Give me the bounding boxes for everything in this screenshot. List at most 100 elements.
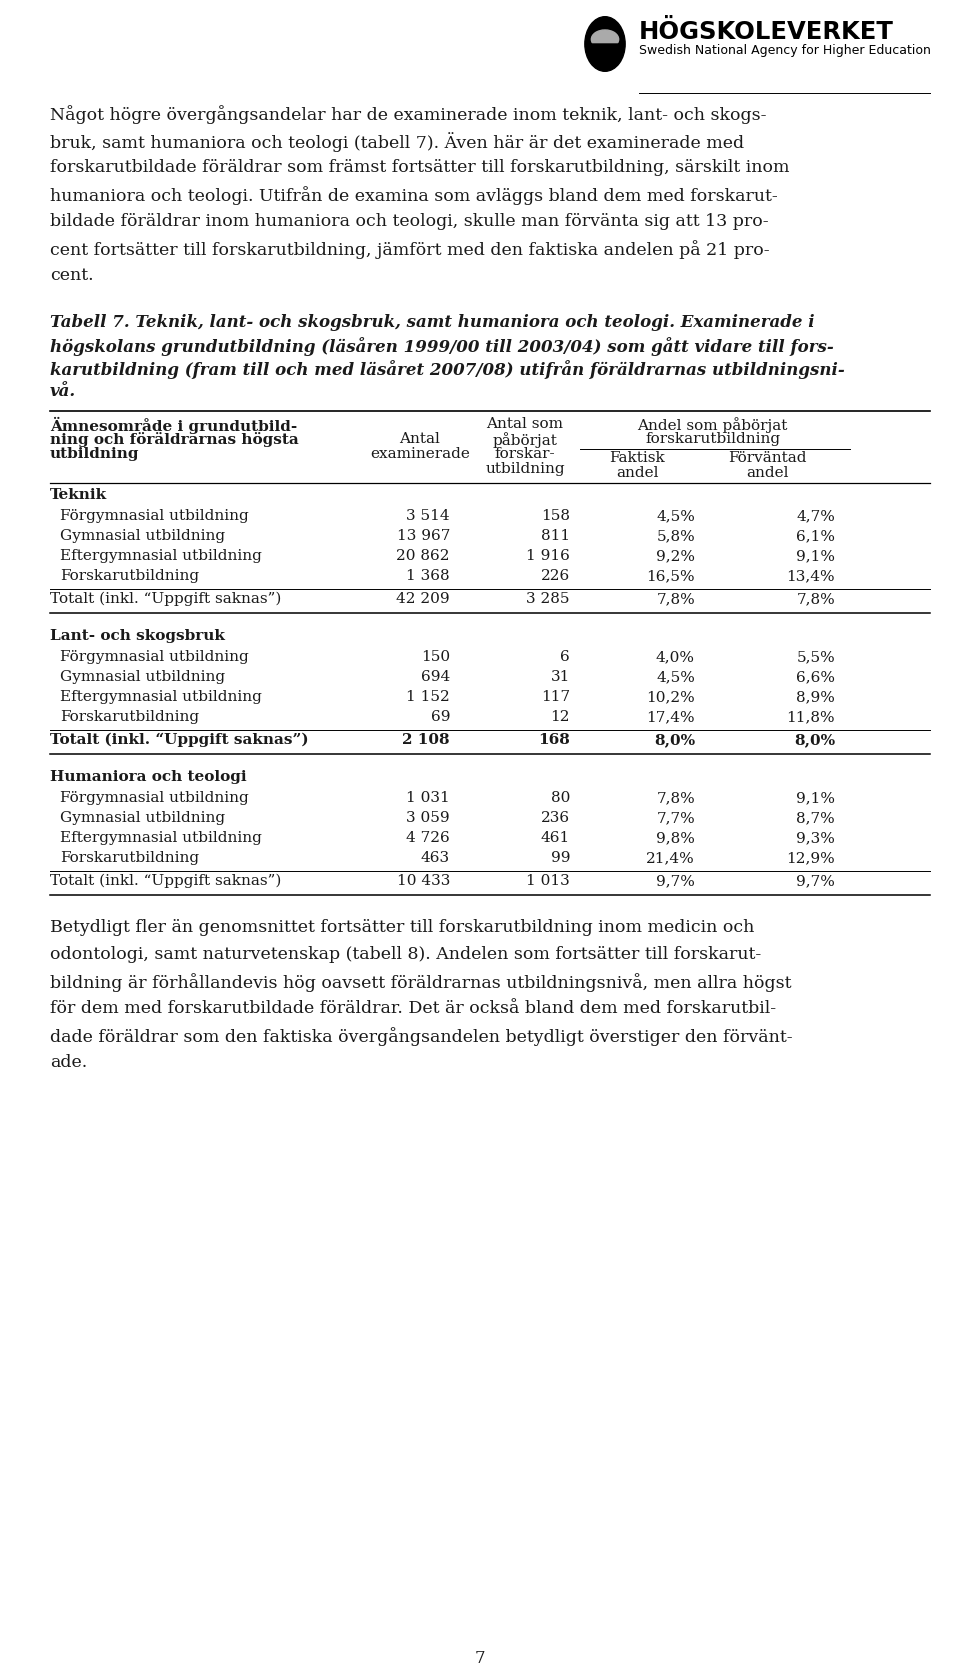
- Text: Betydligt fler än genomsnittet fortsätter till forskarutbildning inom medicin oc: Betydligt fler än genomsnittet fortsätte…: [50, 920, 755, 936]
- Text: forskar-: forskar-: [494, 447, 555, 461]
- Text: utbildning: utbildning: [485, 462, 564, 476]
- Text: 20 862: 20 862: [396, 549, 450, 563]
- Text: 226: 226: [540, 570, 570, 583]
- Text: 10,2%: 10,2%: [646, 690, 695, 703]
- Wedge shape: [589, 44, 620, 60]
- Text: bildning är förhållandevis hög oavsett föräldrarnas utbildningsnivå, men allra h: bildning är förhållandevis hög oavsett f…: [50, 973, 791, 992]
- Text: humaniora och teologi. Utifrån de examina som avläggs bland dem med forskarut-: humaniora och teologi. Utifrån de examin…: [50, 186, 778, 204]
- Text: Totalt (inkl. “Uppgift saknas”): Totalt (inkl. “Uppgift saknas”): [50, 734, 308, 747]
- Text: 2 108: 2 108: [402, 734, 450, 747]
- Text: Eftergymnasial utbildning: Eftergymnasial utbildning: [60, 690, 262, 703]
- Text: 6,1%: 6,1%: [796, 529, 835, 543]
- Text: 168: 168: [539, 734, 570, 747]
- Text: 12: 12: [550, 710, 570, 724]
- Text: 4,5%: 4,5%: [656, 509, 695, 523]
- Text: Eftergymnasial utbildning: Eftergymnasial utbildning: [60, 549, 262, 563]
- Ellipse shape: [585, 17, 625, 72]
- Text: 150: 150: [420, 650, 450, 663]
- Text: cent.: cent.: [50, 266, 94, 285]
- Text: Gymnasial utbildning: Gymnasial utbildning: [60, 811, 226, 826]
- Text: 9,8%: 9,8%: [656, 831, 695, 844]
- Text: cent fortsätter till forskarutbildning, jämfört med den faktiska andelen på 21 p: cent fortsätter till forskarutbildning, …: [50, 240, 770, 260]
- Text: Antal som: Antal som: [487, 417, 564, 430]
- Text: andel: andel: [746, 466, 789, 481]
- Text: bruk, samt humaniora och teologi (tabell 7). Även här är det examinerade med: bruk, samt humaniora och teologi (tabell…: [50, 132, 744, 152]
- Text: 1 013: 1 013: [526, 874, 570, 888]
- Text: 9,3%: 9,3%: [796, 831, 835, 844]
- Text: Gymnasial utbildning: Gymnasial utbildning: [60, 670, 226, 683]
- Text: Något högre övergångsandelar har de examinerade inom teknik, lant- och skogs-: Något högre övergångsandelar har de exam…: [50, 106, 766, 124]
- Text: 461: 461: [540, 831, 570, 844]
- Text: 6: 6: [561, 650, 570, 663]
- Text: 4,0%: 4,0%: [656, 650, 695, 663]
- Text: Gymnasial utbildning: Gymnasial utbildning: [60, 529, 226, 543]
- Text: 7,8%: 7,8%: [657, 591, 695, 606]
- Text: Eftergymnasial utbildning: Eftergymnasial utbildning: [60, 831, 262, 844]
- Text: 21,4%: 21,4%: [646, 851, 695, 864]
- Text: Antal: Antal: [399, 432, 441, 446]
- Text: Forskarutbildning: Forskarutbildning: [60, 710, 199, 724]
- Text: 69: 69: [430, 710, 450, 724]
- Text: 463: 463: [420, 851, 450, 864]
- Text: 6,6%: 6,6%: [796, 670, 835, 683]
- Text: Humaniora och teologi: Humaniora och teologi: [50, 770, 247, 784]
- Text: 13,4%: 13,4%: [786, 570, 835, 583]
- Text: 13 967: 13 967: [396, 529, 450, 543]
- Text: Swedish National Agency for Higher Education: Swedish National Agency for Higher Educa…: [639, 44, 931, 57]
- Text: Forskarutbildning: Forskarutbildning: [60, 851, 199, 864]
- Text: 17,4%: 17,4%: [646, 710, 695, 724]
- Text: vå.: vå.: [50, 384, 76, 400]
- Text: 7: 7: [474, 1650, 486, 1667]
- Text: 7,8%: 7,8%: [796, 591, 835, 606]
- Text: 1 916: 1 916: [526, 549, 570, 563]
- Text: Förväntad: Förväntad: [729, 451, 806, 466]
- Text: 31: 31: [551, 670, 570, 683]
- Text: 8,0%: 8,0%: [654, 734, 695, 747]
- Text: 11,8%: 11,8%: [786, 710, 835, 724]
- Text: Ämnesområde i grundutbild-: Ämnesområde i grundutbild-: [50, 417, 298, 434]
- Text: utbildning: utbildning: [50, 447, 139, 461]
- Text: Andel som påbörjat: Andel som påbörjat: [637, 417, 788, 432]
- Text: för dem med forskarutbildade föräldrar. Det är också bland dem med forskarutbil-: för dem med forskarutbildade föräldrar. …: [50, 1000, 776, 1017]
- Text: 1 031: 1 031: [406, 791, 450, 806]
- Text: 4 726: 4 726: [406, 831, 450, 844]
- Text: Förgymnasial utbildning: Förgymnasial utbildning: [60, 791, 249, 806]
- Text: 9,7%: 9,7%: [796, 874, 835, 888]
- Text: 9,1%: 9,1%: [796, 791, 835, 806]
- Text: 3 514: 3 514: [406, 509, 450, 523]
- Text: 7,8%: 7,8%: [657, 791, 695, 806]
- Text: påbörjat: påbörjat: [492, 432, 558, 447]
- Text: 4,7%: 4,7%: [796, 509, 835, 523]
- Text: 236: 236: [540, 811, 570, 826]
- Text: Totalt (inkl. “Uppgift saknas”): Totalt (inkl. “Uppgift saknas”): [50, 591, 281, 606]
- Text: högskolans grundutbildning (läsåren 1999/00 till 2003/04) som gått vidare till f: högskolans grundutbildning (läsåren 1999…: [50, 337, 833, 357]
- Text: 9,2%: 9,2%: [656, 549, 695, 563]
- Text: 8,9%: 8,9%: [796, 690, 835, 703]
- Text: 8,7%: 8,7%: [796, 811, 835, 826]
- Text: bildade föräldrar inom humaniora och teologi, skulle man förvänta sig att 13 pro: bildade föräldrar inom humaniora och teo…: [50, 213, 769, 229]
- Text: 1 368: 1 368: [406, 570, 450, 583]
- Text: 9,7%: 9,7%: [656, 874, 695, 888]
- Text: 811: 811: [540, 529, 570, 543]
- Text: forskarutbildning: forskarutbildning: [645, 432, 780, 446]
- Text: andel: andel: [616, 466, 659, 481]
- Text: Tabell 7. Teknik, lant- och skogsbruk, samt humaniora och teologi. Examinerade i: Tabell 7. Teknik, lant- och skogsbruk, s…: [50, 313, 815, 332]
- Text: Faktisk: Faktisk: [610, 451, 665, 466]
- Text: 3 059: 3 059: [406, 811, 450, 826]
- Text: 16,5%: 16,5%: [646, 570, 695, 583]
- Text: dade föräldrar som den faktiska övergångsandelen betydligt överstiger den förvän: dade föräldrar som den faktiska övergång…: [50, 1027, 793, 1045]
- Text: Totalt (inkl. “Uppgift saknas”): Totalt (inkl. “Uppgift saknas”): [50, 874, 281, 888]
- Text: 3 285: 3 285: [526, 591, 570, 606]
- Text: 4,5%: 4,5%: [656, 670, 695, 683]
- Text: 42 209: 42 209: [396, 591, 450, 606]
- Text: 7,7%: 7,7%: [657, 811, 695, 826]
- Text: Förgymnasial utbildning: Förgymnasial utbildning: [60, 650, 249, 663]
- Text: 99: 99: [550, 851, 570, 864]
- Text: 9,1%: 9,1%: [796, 549, 835, 563]
- Text: Lant- och skogsbruk: Lant- och skogsbruk: [50, 630, 225, 643]
- Text: 117: 117: [540, 690, 570, 703]
- Text: 5,8%: 5,8%: [657, 529, 695, 543]
- Text: 8,0%: 8,0%: [794, 734, 835, 747]
- Text: 158: 158: [541, 509, 570, 523]
- Text: ning och föräldrarnas högsta: ning och föräldrarnas högsta: [50, 432, 299, 447]
